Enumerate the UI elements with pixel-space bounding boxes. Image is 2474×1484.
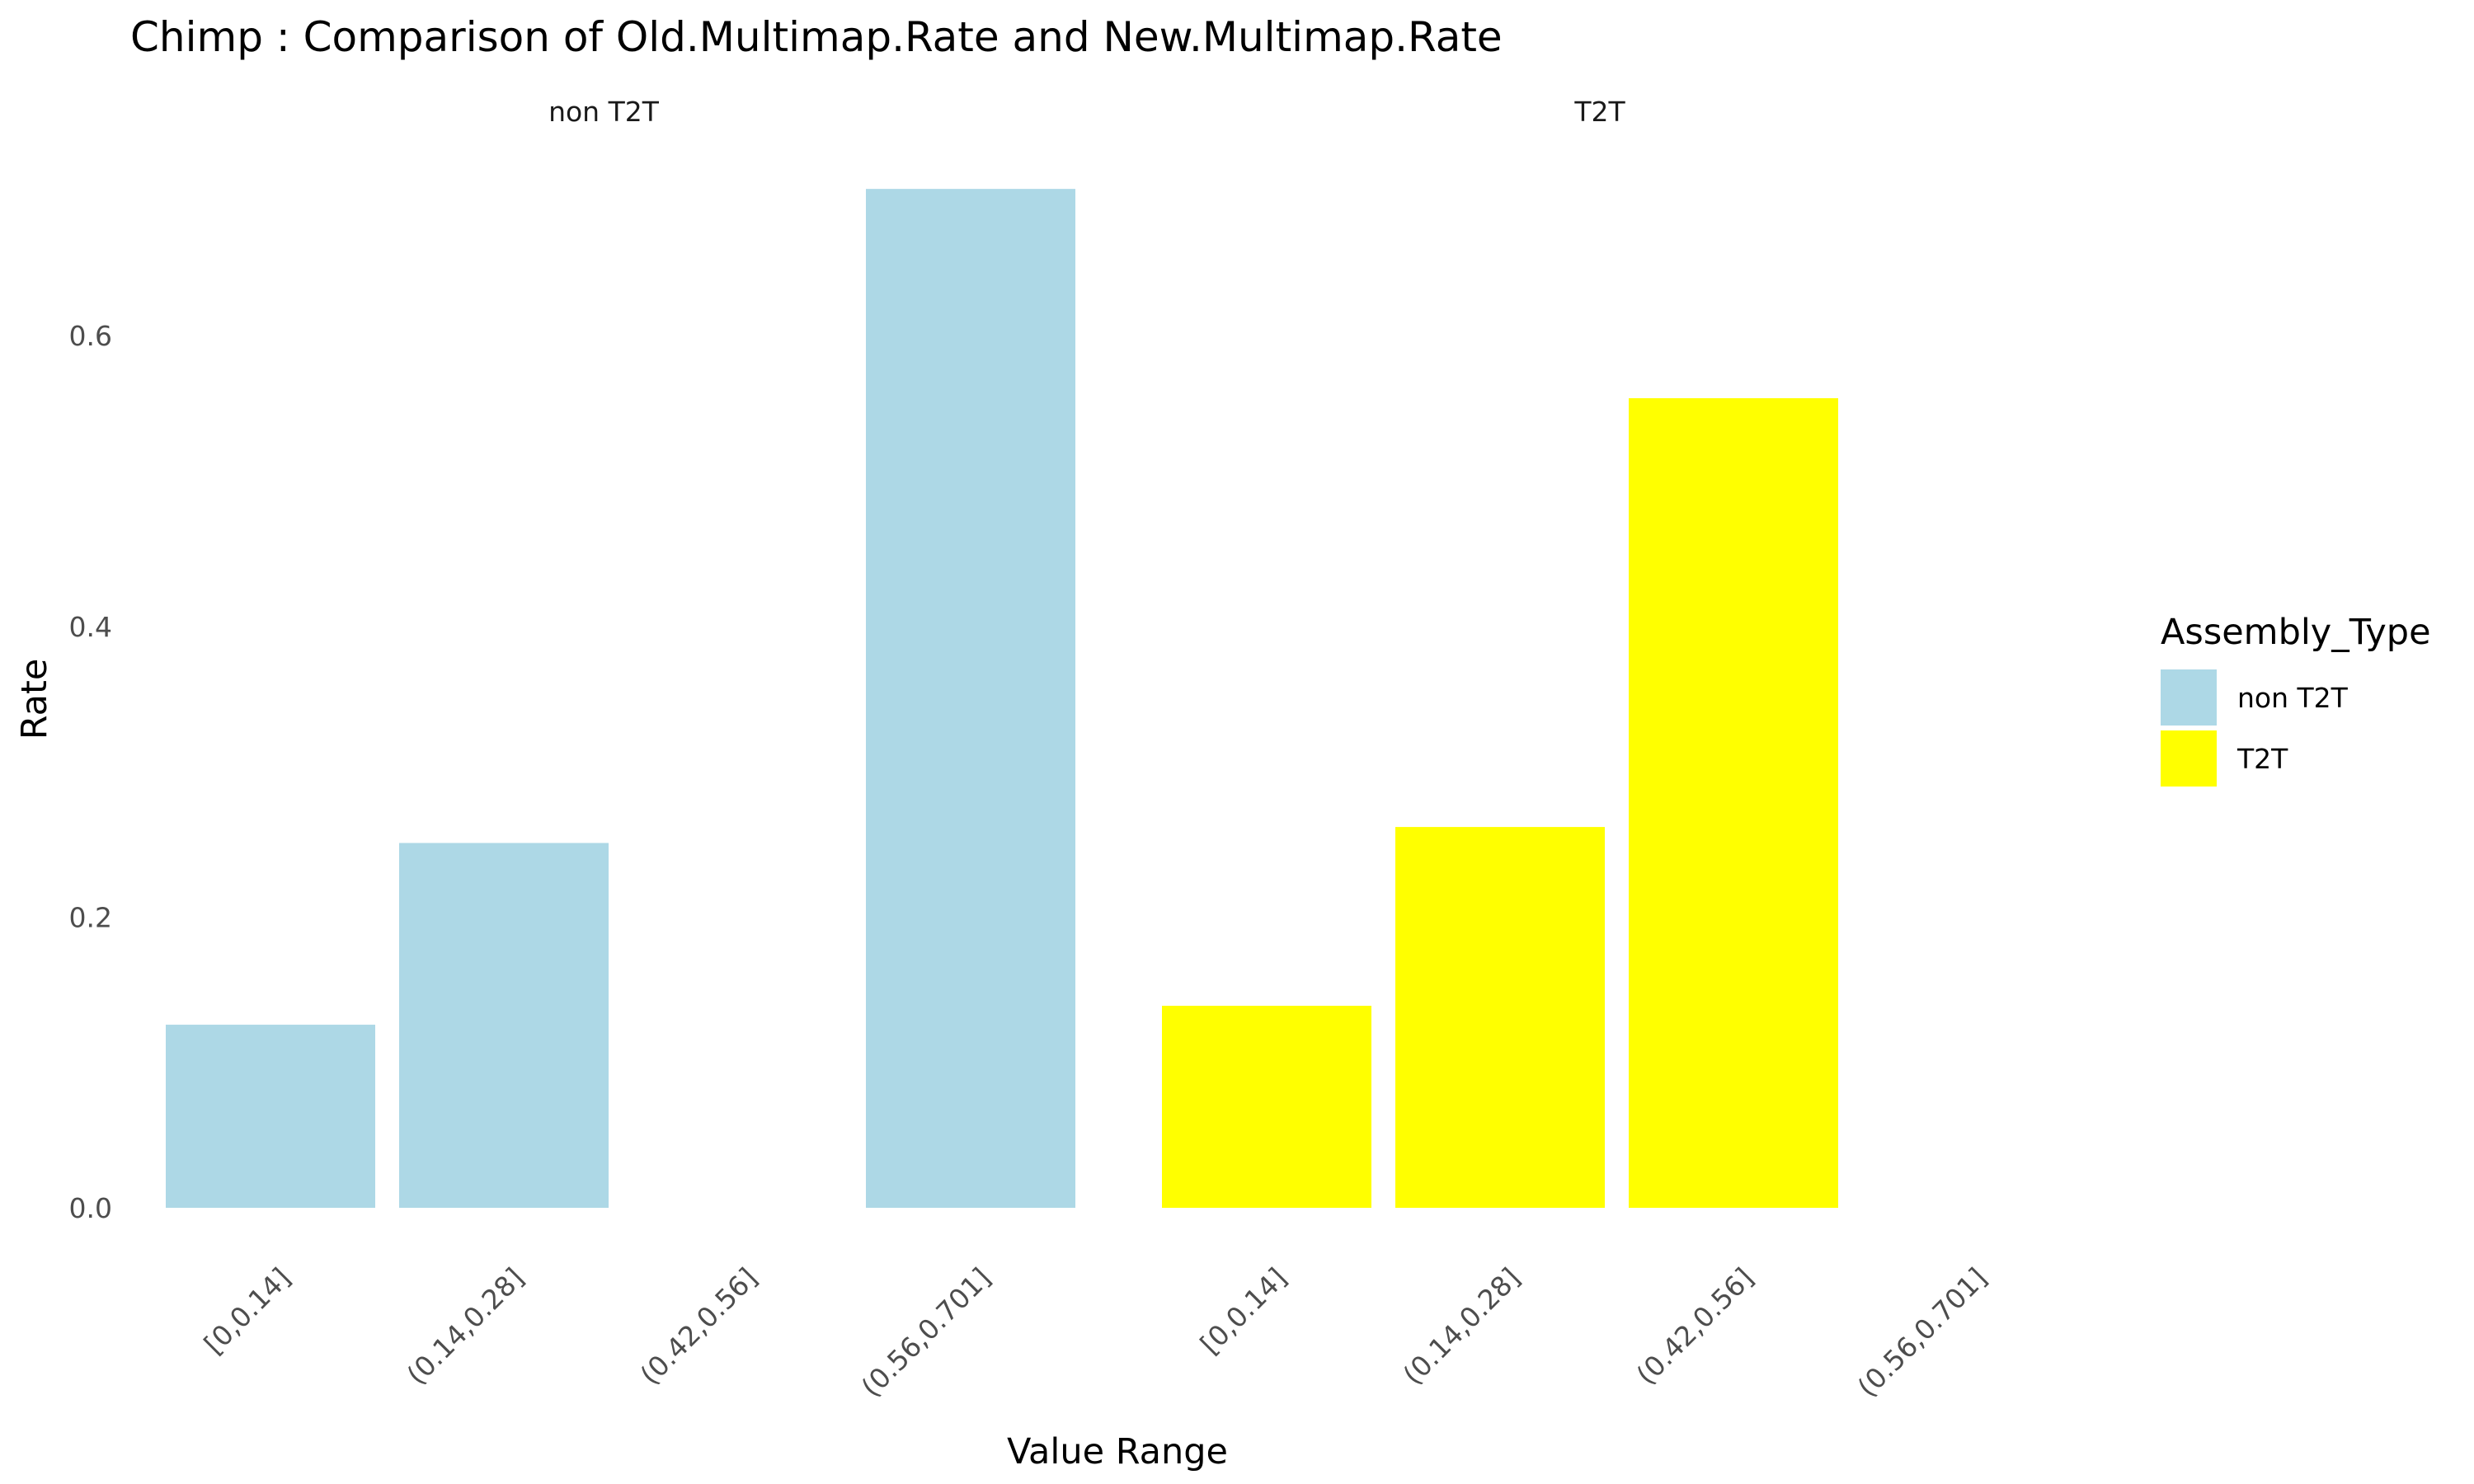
x-tick-label: (0.14,0.28]	[1397, 1261, 1526, 1391]
x-axis-title: Value Range	[1007, 1431, 1228, 1472]
facet-label-1: non T2T	[548, 96, 660, 128]
x-tick-label: (0.56,0.701]	[855, 1261, 997, 1403]
bar-1-1	[166, 1024, 375, 1208]
y-axis-title: Rate	[14, 659, 55, 740]
legend-label-1: non T2T	[2237, 682, 2349, 714]
x-tick-label: [0,0.14]	[198, 1261, 297, 1360]
x-axis: [0,0.14] (0.14,0.28] (0.42,0.56] (0.56,0.70…	[198, 1261, 1993, 1403]
chart-title: Chimp : Comparison of Old.Multimap.Rate …	[130, 13, 1503, 61]
facet-strips: non T2T T2T	[548, 96, 1625, 128]
y-tick-label: 0.2	[69, 901, 112, 933]
x-tick-label: (0.14,0.28]	[401, 1261, 530, 1391]
x-tick-label: [0,0.14]	[1194, 1261, 1293, 1360]
bar-1-4	[866, 189, 1075, 1209]
bar-1-2	[399, 843, 609, 1208]
legend-label-2: T2T	[2236, 743, 2288, 775]
y-tick-label: 0.0	[69, 1192, 112, 1224]
y-axis: 0.0 0.2 0.4 0.6	[69, 320, 112, 1224]
y-tick-label: 0.6	[69, 320, 112, 352]
y-tick-label: 0.4	[69, 611, 112, 643]
x-tick-label: (0.42,0.56]	[634, 1261, 764, 1391]
bar-2-1	[1162, 1005, 1371, 1208]
legend-swatch-2	[2161, 730, 2217, 787]
bars	[166, 189, 1838, 1209]
facet-label-2: T2T	[1573, 96, 1625, 128]
legend-swatch-1	[2161, 669, 2217, 726]
legend: Assembly_Type non T2T T2T	[2161, 612, 2431, 787]
bar-2-3	[1629, 398, 1838, 1208]
legend-title: Assembly_Type	[2161, 612, 2431, 653]
bar-2-2	[1395, 827, 1605, 1208]
x-tick-label: (0.42,0.56]	[1630, 1261, 1760, 1391]
x-tick-label: (0.56,0.701]	[1851, 1261, 1993, 1403]
